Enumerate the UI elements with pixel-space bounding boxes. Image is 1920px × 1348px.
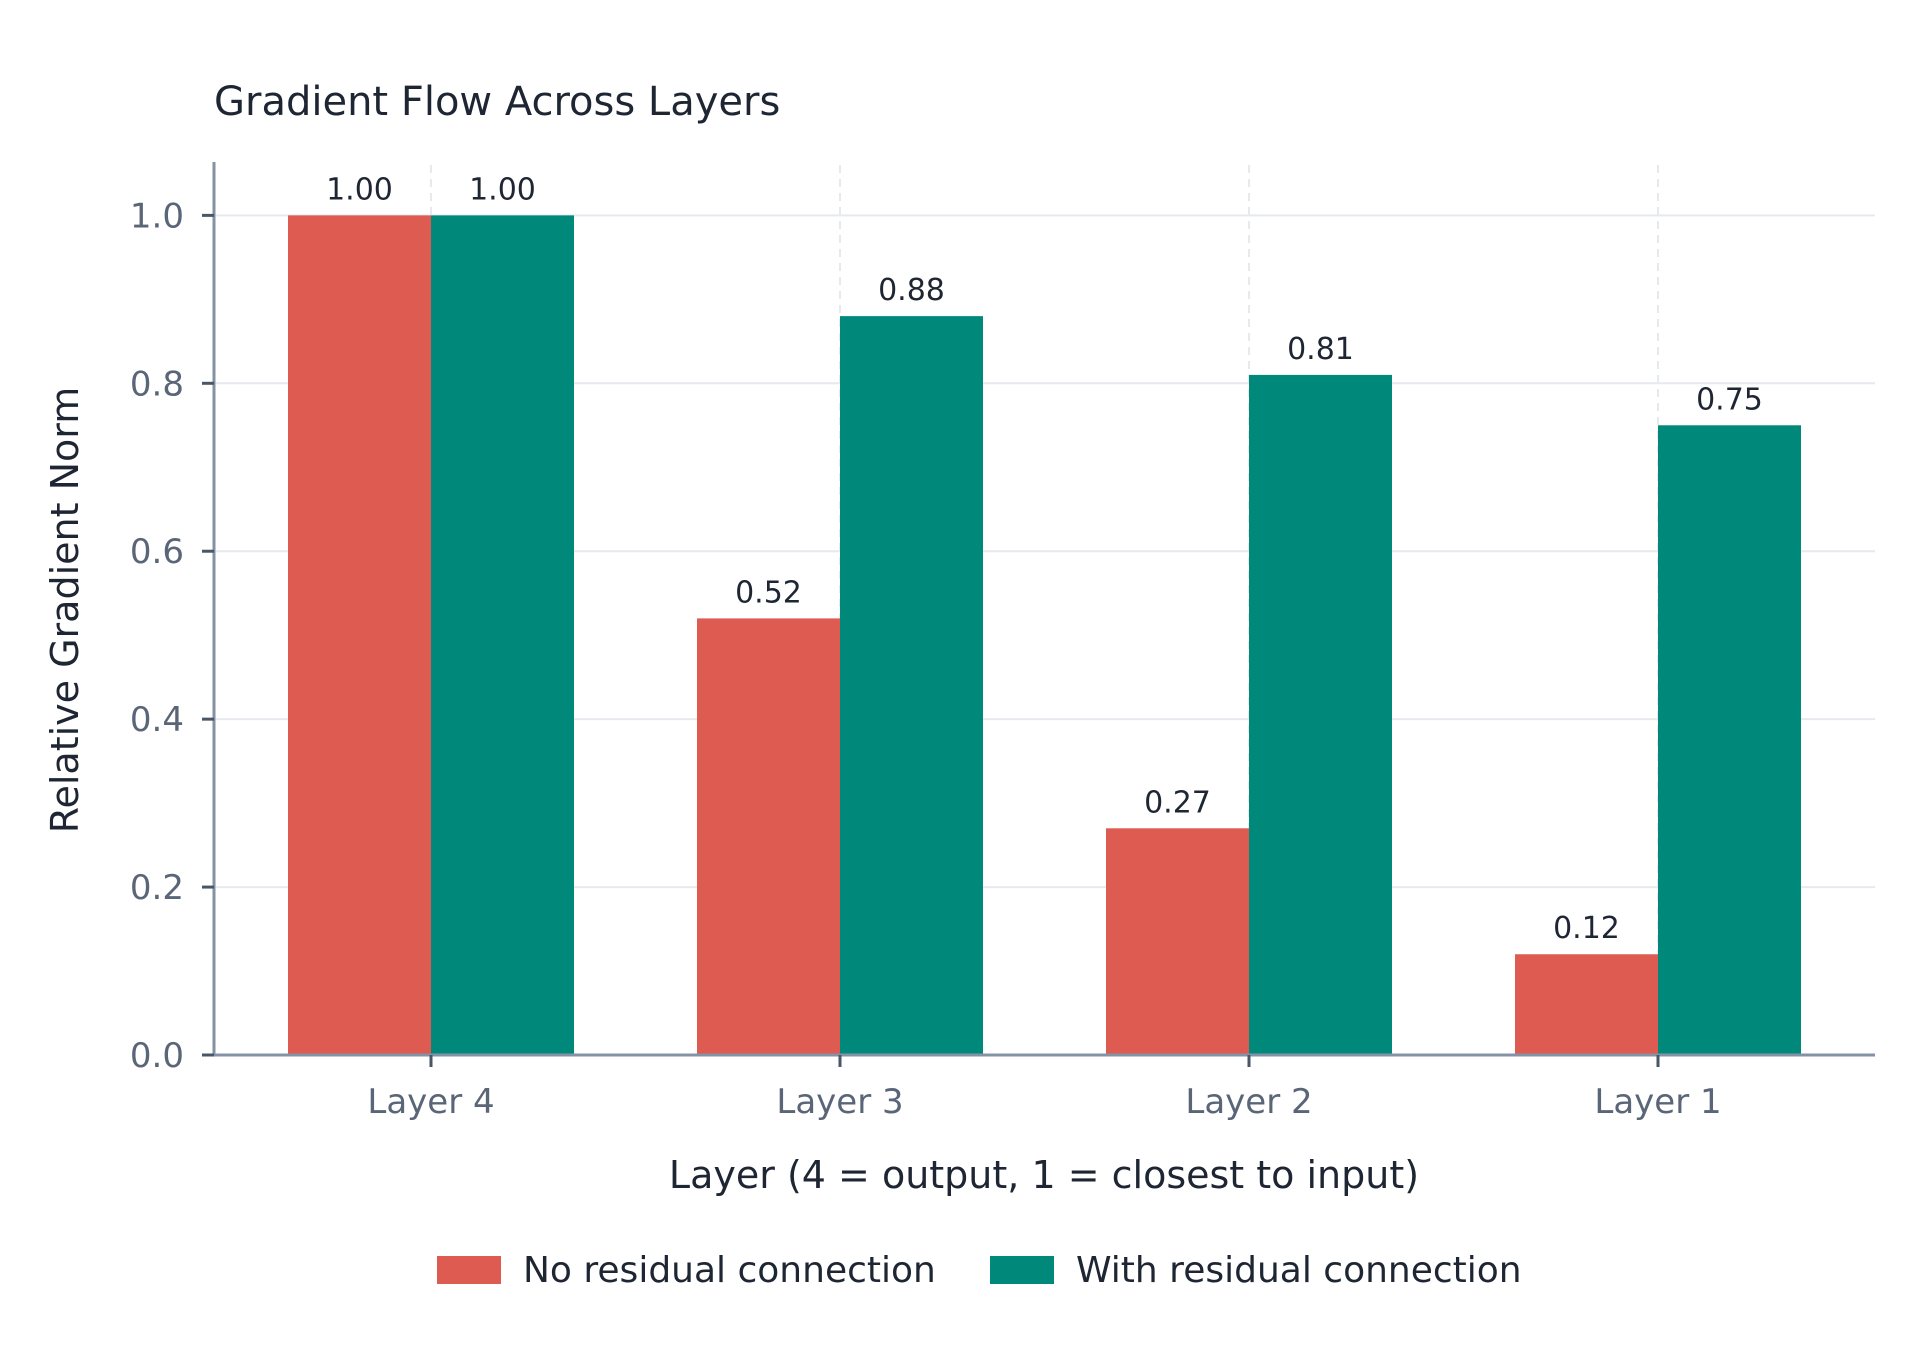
bar-value-label: 0.75 <box>1696 382 1763 417</box>
bar <box>697 618 840 1055</box>
x-tick-label: Layer 2 <box>1185 1082 1312 1122</box>
y-tick-label: 1.0 <box>130 196 184 236</box>
bar <box>431 215 574 1055</box>
bar-value-label: 0.88 <box>878 273 945 308</box>
x-tick-label: Layer 3 <box>776 1082 903 1122</box>
bar <box>1515 954 1658 1055</box>
bar-value-label: 1.00 <box>469 172 536 207</box>
y-tick-label: 0.8 <box>130 364 184 404</box>
bar <box>1658 425 1801 1055</box>
x-axis-label: Layer (4 = output, 1 = closest to input) <box>669 1153 1419 1197</box>
y-tick-labels: 0.0 0.2 0.4 0.6 0.8 1.0 <box>130 196 214 1076</box>
bar <box>840 316 983 1055</box>
y-tick-label: 0.4 <box>130 700 184 740</box>
legend-swatch <box>437 1256 501 1284</box>
bar <box>1249 374 1392 1056</box>
bar-value-label: 0.12 <box>1553 911 1620 946</box>
x-tick-label: Layer 1 <box>1594 1082 1721 1122</box>
y-tick-label: 0.0 <box>130 1036 184 1076</box>
y-tick-label: 0.6 <box>130 532 184 572</box>
legend-label: No residual connection <box>523 1250 936 1291</box>
legend-swatch <box>990 1256 1054 1284</box>
x-tick-label: Layer 4 <box>367 1082 494 1122</box>
legend-item: With residual connection <box>990 1250 1522 1291</box>
y-axis-label: Relative Gradient Norm <box>43 387 87 833</box>
bar-value-labels: 1.00 0.52 0.27 0.12 1.00 0.88 0.81 0.75 <box>326 172 1763 946</box>
bar <box>1106 828 1249 1055</box>
bar-value-label: 0.52 <box>735 575 802 610</box>
x-tick-labels: Layer 4 Layer 3 Layer 2 Layer 1 <box>367 1055 1722 1122</box>
bar <box>288 215 431 1055</box>
axes <box>212 162 1875 1057</box>
legend-label: With residual connection <box>1076 1250 1522 1291</box>
bar-value-label: 0.81 <box>1287 332 1354 367</box>
legend: No residual connection With residual conn… <box>437 1250 1522 1291</box>
bars <box>288 215 1801 1056</box>
bar-value-label: 1.00 <box>326 172 393 207</box>
bar-value-label: 0.27 <box>1144 785 1211 820</box>
legend-item: No residual connection <box>437 1250 936 1291</box>
chart-title: Gradient Flow Across Layers <box>214 79 780 125</box>
y-tick-label: 0.2 <box>130 868 184 908</box>
